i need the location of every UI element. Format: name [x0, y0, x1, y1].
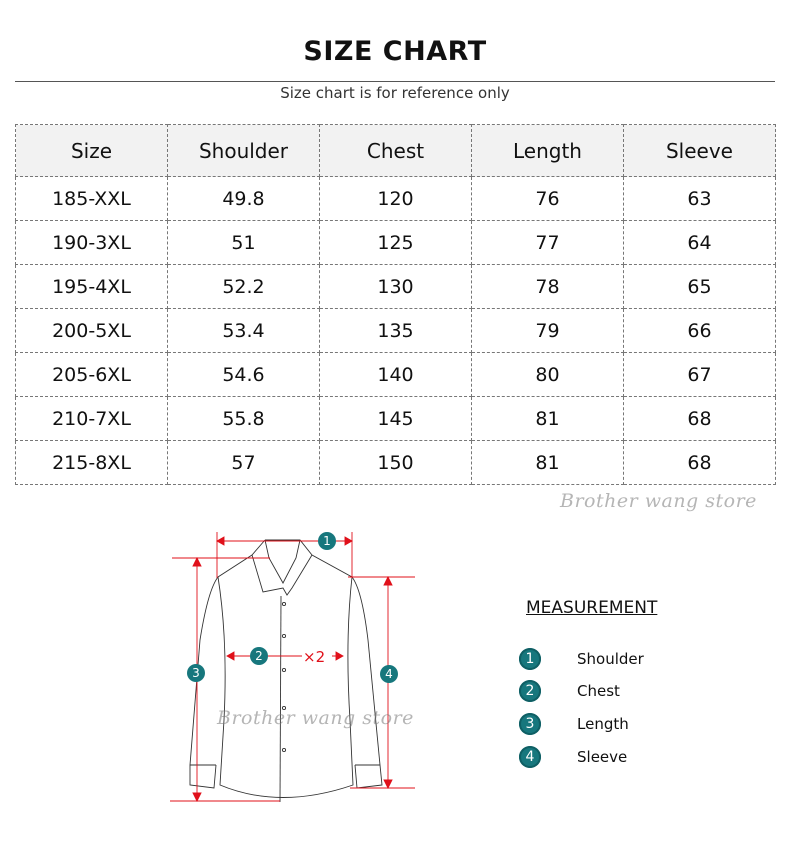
- table-cell: 120: [319, 176, 472, 221]
- marker-1-label: 1: [323, 534, 331, 548]
- table-row: 210-7XL 55.8 145 81 68: [15, 396, 776, 441]
- number-circle-icon: 1: [519, 648, 541, 670]
- table-cell: 77: [471, 220, 624, 265]
- shirt-outline: [189, 539, 383, 803]
- table-cell: 57: [167, 440, 320, 485]
- legend-item: 3 Length: [519, 712, 629, 736]
- marker-3-icon: [187, 664, 205, 682]
- header-cell: Sleeve: [623, 124, 776, 177]
- table-row: 200-5XL 53.4 135 79 66: [15, 308, 776, 353]
- marker-4-icon: [380, 665, 398, 683]
- legend-label: Chest: [577, 682, 620, 700]
- table-cell: 81: [471, 396, 624, 441]
- table-row: 185-XXL 49.8 120 76 63: [15, 176, 776, 221]
- table-cell: 185-XXL: [15, 176, 168, 221]
- table-cell: 205-6XL: [15, 352, 168, 397]
- table-cell: 51: [167, 220, 320, 265]
- legend-label: Shoulder: [577, 650, 644, 668]
- marker-4-label: 4: [385, 667, 393, 681]
- header-cell: Chest: [319, 124, 472, 177]
- number-circle-icon: 2: [519, 680, 541, 702]
- table-cell: 78: [471, 264, 624, 309]
- header-cell: Length: [471, 124, 624, 177]
- table-cell: 145: [319, 396, 472, 441]
- legend-item: 4 Sleeve: [519, 745, 627, 769]
- table-cell: 66: [623, 308, 776, 353]
- table-cell: 55.8: [167, 396, 320, 441]
- table-header-row: Size Shoulder Chest Length Sleeve: [15, 124, 776, 177]
- table-cell: 76: [471, 176, 624, 221]
- table-cell: 52.2: [167, 264, 320, 309]
- table-cell: 150: [319, 440, 472, 485]
- legend-label: Length: [577, 715, 629, 733]
- table-cell: 130: [319, 264, 472, 309]
- table-cell: 49.8: [167, 176, 320, 221]
- table-cell: 200-5XL: [15, 308, 168, 353]
- table-cell: 215-8XL: [15, 440, 168, 485]
- chest-multiplier: ×2: [303, 648, 325, 666]
- legend-label: Sleeve: [577, 748, 628, 766]
- table-row: 195-4XL 52.2 130 78 65: [15, 264, 776, 309]
- divider: [15, 81, 775, 82]
- table-cell: 125: [319, 220, 472, 265]
- marker-2-label: 2: [255, 649, 263, 663]
- table-cell: 81: [471, 440, 624, 485]
- size-table: Size Shoulder Chest Length Sleeve 185-XX…: [15, 124, 776, 485]
- table-cell: 68: [623, 396, 776, 441]
- measurement-arrows: [170, 532, 415, 803]
- table-cell: 190-3XL: [15, 220, 168, 265]
- watermark: Brother wang store: [217, 707, 414, 729]
- table-cell: 210-7XL: [15, 396, 168, 441]
- table-cell: 68: [623, 440, 776, 485]
- header-cell: Size: [15, 124, 168, 177]
- watermark: Brother wang store: [560, 490, 757, 512]
- table-cell: 65: [623, 264, 776, 309]
- table-row: 205-6XL 54.6 140 80 67: [15, 352, 776, 397]
- table-row: 190-3XL 51 125 77 64: [15, 220, 776, 265]
- table-cell: 54.6: [167, 352, 320, 397]
- table-cell: 80: [471, 352, 624, 397]
- table-cell: 67: [623, 352, 776, 397]
- marker-1-icon: [318, 532, 336, 550]
- table-cell: 195-4XL: [15, 264, 168, 309]
- table-cell: 64: [623, 220, 776, 265]
- table-cell: 135: [319, 308, 472, 353]
- number-circle-icon: 4: [519, 746, 541, 768]
- legend-item: 2 Chest: [519, 679, 620, 703]
- subtitle: Size chart is for reference only: [280, 84, 510, 102]
- table-row: 215-8XL 57 150 81 68: [15, 440, 776, 485]
- table-cell: 79: [471, 308, 624, 353]
- table-cell: 140: [319, 352, 472, 397]
- page-title: SIZE CHART: [303, 36, 487, 67]
- legend-title: MEASUREMENT: [526, 598, 658, 618]
- legend-item: 1 Shoulder: [519, 647, 644, 671]
- marker-2-icon: [250, 647, 268, 665]
- marker-3-label: 3: [192, 666, 200, 680]
- label-bg: [302, 648, 332, 664]
- shirt-diagram: ×2 1 2 3 4: [170, 532, 415, 803]
- number-circle-icon: 3: [519, 713, 541, 735]
- header-cell: Shoulder: [167, 124, 320, 177]
- table-cell: 63: [623, 176, 776, 221]
- table-cell: 53.4: [167, 308, 320, 353]
